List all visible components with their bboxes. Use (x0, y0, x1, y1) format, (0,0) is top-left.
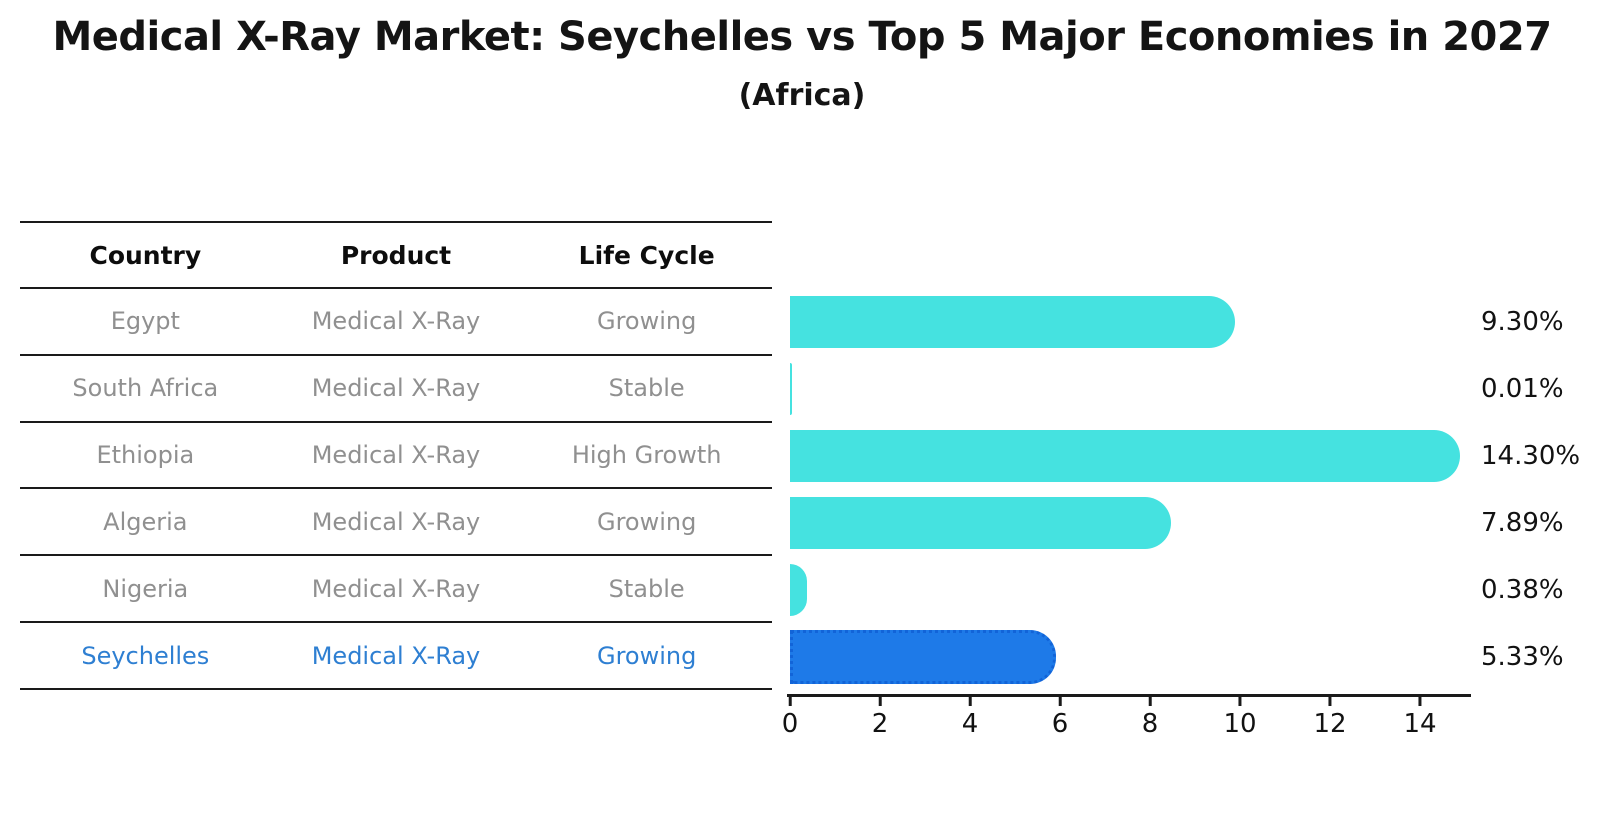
cell-life-cycle: Growing (596, 507, 697, 536)
table-header-row: Country Product Life Cycle (20, 221, 772, 289)
cell-product: Medical X-Ray (311, 574, 481, 603)
cell-country: Egypt (110, 307, 180, 336)
tick-mark (1238, 696, 1242, 706)
cell-product: Medical X-Ray (311, 641, 481, 670)
bar-egypt (790, 296, 1235, 349)
bar-south-africa (790, 363, 792, 416)
table-row: Nigeria Medical X-Ray Stable (20, 556, 772, 624)
bar-row (790, 623, 1465, 690)
tick-label: 14 (1403, 709, 1437, 739)
column-header-country: Country (89, 240, 202, 270)
bar-row (790, 289, 1465, 356)
table-row: Algeria Medical X-Ray Growing (20, 489, 772, 557)
tick-label: 0 (781, 709, 799, 739)
value-label: 0.01% (1481, 374, 1564, 405)
cell-country: Nigeria (102, 574, 189, 603)
chart-title: Medical X-Ray Market: Seychelles vs Top … (52, 14, 1552, 60)
value-label: 7.89% (1481, 507, 1564, 538)
value-label: 14.30% (1481, 441, 1581, 472)
tick-mark (968, 696, 972, 706)
cell-life-cycle: Stable (608, 374, 685, 403)
x-axis-tick: 12 (1313, 696, 1347, 739)
column-header-life-cycle: Life Cycle (578, 240, 715, 270)
column-header-product: Product (340, 240, 452, 270)
value-label: 0.38% (1481, 574, 1564, 605)
tick-mark (1418, 696, 1422, 706)
bar-chart-area (790, 289, 1465, 690)
cell-product: Medical X-Ray (311, 307, 481, 336)
x-axis-tick: 8 (1141, 696, 1159, 739)
x-axis-tick: 6 (1051, 696, 1069, 739)
value-label: 9.30% (1481, 307, 1564, 338)
value-label: 5.33% (1481, 641, 1564, 672)
cell-life-cycle: High Growth (571, 441, 722, 470)
cell-life-cycle: Growing (596, 641, 697, 670)
cell-product: Medical X-Ray (311, 374, 481, 403)
bar-row (790, 489, 1465, 556)
x-axis-tick: 4 (961, 696, 979, 739)
table-row: Ethiopia Medical X-Ray High Growth (20, 423, 772, 490)
chart-subtitle: (Africa) (738, 78, 866, 113)
tick-mark (1148, 696, 1152, 706)
tick-label: 12 (1313, 709, 1347, 739)
tick-mark (1058, 696, 1062, 706)
cell-country: Ethiopia (96, 441, 195, 470)
cell-country: Seychelles (81, 641, 210, 670)
x-axis-tick: 0 (781, 696, 799, 739)
cell-country: Algeria (103, 507, 188, 536)
table-row: South Africa Medical X-Ray Stable (20, 356, 772, 423)
bar-row (790, 556, 1465, 623)
cell-country: South Africa (72, 374, 219, 403)
x-axis-tick: 10 (1223, 696, 1257, 739)
tick-label: 6 (1051, 709, 1069, 739)
tick-label: 10 (1223, 709, 1257, 739)
bar-ethiopia (790, 430, 1460, 483)
tick-mark (788, 696, 792, 706)
x-axis-line (787, 694, 1471, 697)
tick-mark (1328, 696, 1332, 706)
tick-label: 2 (871, 709, 889, 739)
value-labels-column: 9.30% 0.01% 14.30% 7.89% 0.38% 5.33% (1481, 289, 1580, 690)
table-row-highlighted: Seychelles Medical X-Ray Growing (20, 623, 772, 690)
cell-product: Medical X-Ray (311, 507, 481, 536)
cell-life-cycle: Growing (596, 307, 697, 336)
tick-label: 8 (1141, 709, 1159, 739)
bar-nigeria (790, 563, 808, 616)
country-table: Country Product Life Cycle Egypt Medical… (20, 221, 772, 690)
cell-life-cycle: Stable (608, 574, 685, 603)
bar-row (790, 423, 1465, 490)
x-axis-tick: 2 (871, 696, 889, 739)
table-row: Egypt Medical X-Ray Growing (20, 289, 772, 356)
bar-algeria (790, 496, 1172, 549)
x-axis-ticks: 0 2 4 6 8 10 12 14 (782, 696, 1465, 756)
cell-product: Medical X-Ray (311, 441, 481, 470)
bar-row (790, 356, 1465, 423)
tick-mark (878, 696, 882, 706)
x-axis-tick: 14 (1403, 696, 1437, 739)
bar-seychelles-highlighted (790, 629, 1056, 684)
tick-label: 4 (961, 709, 979, 739)
